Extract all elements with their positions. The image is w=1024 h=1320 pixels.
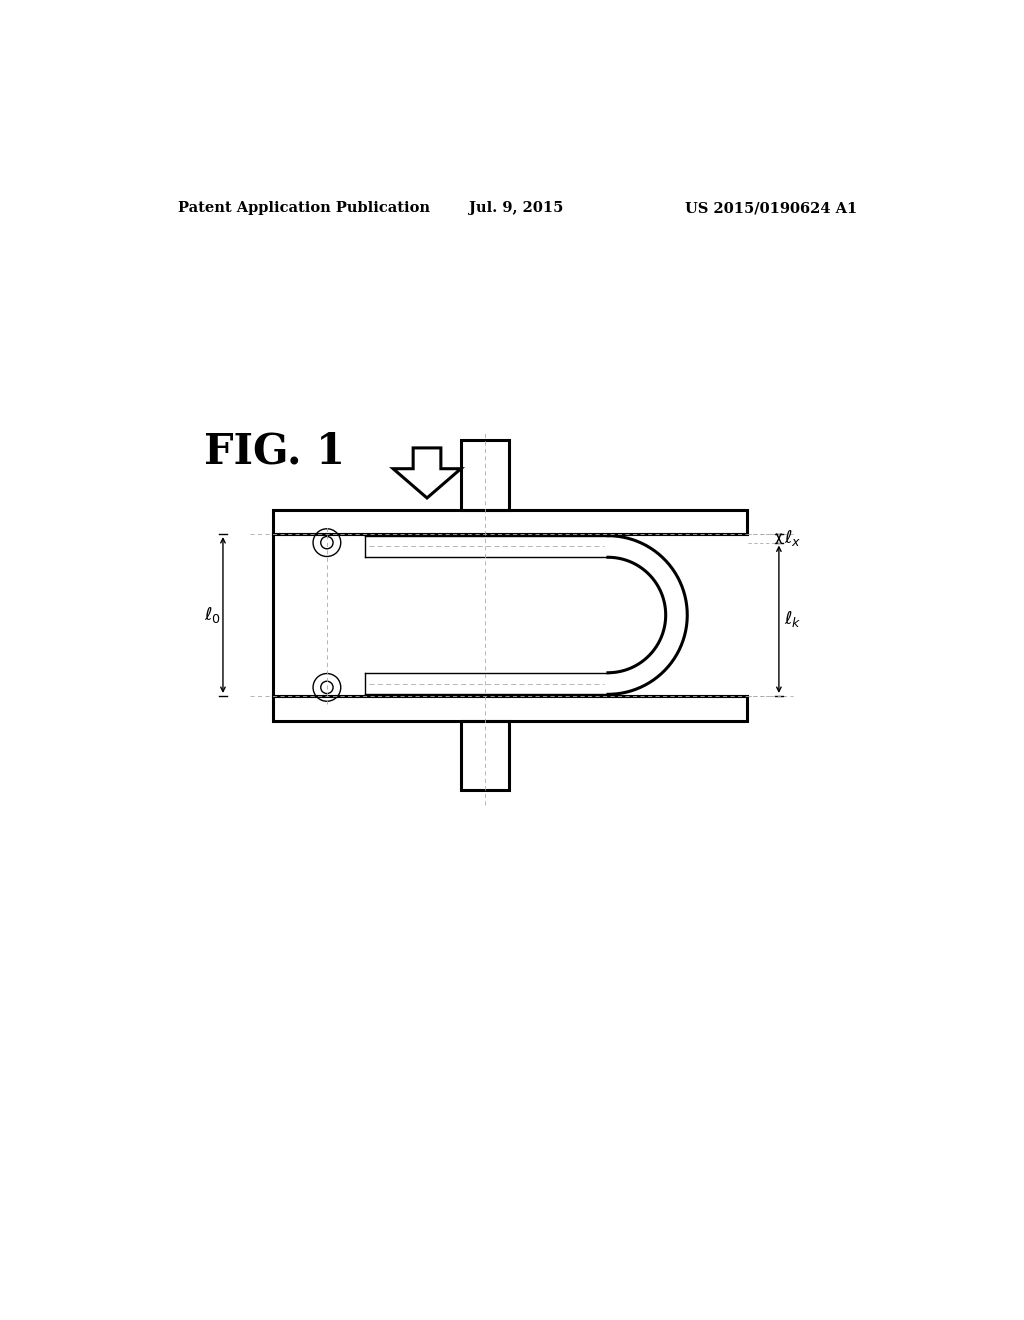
Text: US 2015/0190624 A1: US 2015/0190624 A1 [685,202,857,215]
Bar [273,696,746,721]
Text: FIG. 1: FIG. 1 [204,430,345,473]
Bar [461,441,509,510]
Text: Patent Application Publication: Patent Application Publication [178,202,430,215]
Text: $\ell_0$: $\ell_0$ [204,605,220,624]
Bar [273,510,746,535]
Text: Jul. 9, 2015: Jul. 9, 2015 [469,202,564,215]
Text: $\ell_x$: $\ell_x$ [784,528,802,548]
Bar [461,721,509,789]
Text: $\ell_k$: $\ell_k$ [784,610,802,630]
